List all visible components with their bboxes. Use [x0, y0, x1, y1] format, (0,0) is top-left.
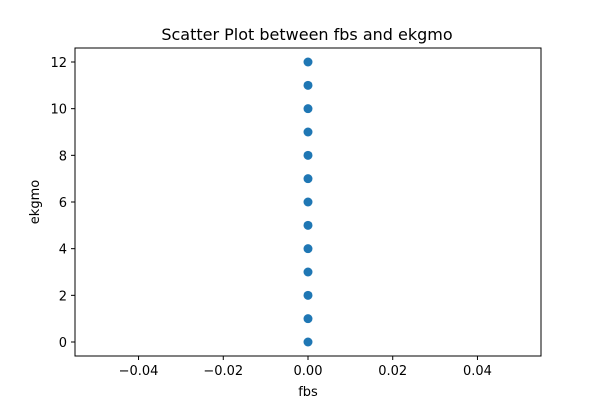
y-axis: 0 2 4 6 8 10 12 — [50, 56, 75, 351]
data-point — [303, 220, 313, 230]
x-tick-label: −0.04 — [119, 364, 159, 379]
data-point — [303, 290, 313, 300]
y-tick-label: 4 — [59, 243, 67, 258]
data-point — [303, 174, 313, 184]
x-axis-label: fbs — [298, 385, 318, 400]
data-point — [303, 80, 313, 90]
data-point — [303, 244, 313, 254]
chart-title: Scatter Plot between fbs and ekgmo — [161, 25, 452, 44]
data-points — [303, 57, 313, 347]
data-point — [303, 314, 313, 324]
x-tick-label: 0.02 — [378, 364, 407, 379]
y-tick-label: 6 — [59, 196, 67, 211]
data-point — [303, 104, 313, 114]
y-tick-label: 0 — [59, 336, 67, 351]
data-point — [303, 127, 313, 137]
data-point — [303, 267, 313, 277]
y-tick-label: 12 — [50, 56, 67, 71]
y-axis-label: ekgmo — [28, 180, 43, 224]
y-tick-label: 2 — [59, 289, 67, 304]
data-point — [303, 197, 313, 207]
y-tick-label: 10 — [50, 103, 67, 118]
data-point — [303, 150, 313, 160]
x-tick-label: 0.04 — [463, 364, 492, 379]
data-point — [303, 337, 313, 347]
x-axis: −0.04 −0.02 0.00 0.02 0.04 — [119, 356, 492, 379]
x-tick-label: 0.00 — [294, 364, 323, 379]
data-point — [303, 57, 313, 67]
y-tick-label: 8 — [59, 149, 67, 164]
x-tick-label: −0.02 — [203, 364, 243, 379]
